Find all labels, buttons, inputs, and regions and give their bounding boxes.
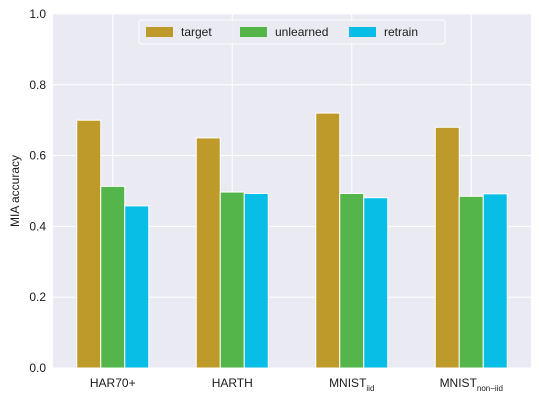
bar-target-0	[76, 119, 102, 369]
legend-label-retrain: retrain	[384, 25, 418, 39]
y-tick-label: 0.8	[29, 78, 46, 92]
bar-unlearned-2	[339, 192, 365, 369]
legend-swatch-retrain	[349, 27, 376, 37]
legend-swatch-unlearned	[240, 27, 267, 37]
bar-unlearned-0	[100, 185, 126, 369]
bar-retrain-2	[363, 197, 389, 369]
x-tick-labels: HAR70+ HARTH MNISTiid MNISTnon−iid	[90, 376, 503, 393]
x-tick-label: MNISTnon−iid	[440, 376, 503, 393]
bar-retrain-0	[124, 205, 150, 369]
bars	[76, 112, 508, 369]
legend: target unlearned retrain	[138, 19, 446, 45]
x-tick-label: HARTH	[212, 376, 253, 390]
x-tick-label: HAR70+	[90, 376, 136, 390]
legend-swatch-target	[146, 27, 173, 37]
y-tick-label: 0.4	[29, 219, 46, 233]
y-tick-labels: 0.0 0.2 0.4 0.6 0.8 1.0	[29, 7, 46, 375]
y-tick-label: 0.6	[29, 149, 46, 163]
legend-frame	[138, 19, 446, 45]
bar-target-2	[315, 112, 341, 369]
bar-target-1	[195, 137, 221, 369]
y-tick-label: 0.2	[29, 290, 46, 304]
bar-unlearned-3	[458, 195, 484, 369]
y-tick-label: 1.0	[29, 7, 46, 21]
x-tick-subscript: iid	[366, 384, 374, 393]
legend-label-unlearned: unlearned	[275, 25, 328, 39]
x-tick-main: HAR70+	[90, 376, 136, 390]
y-axis-label: MIA accuracy	[8, 155, 22, 227]
x-tick-main: MNIST	[329, 376, 367, 390]
x-tick-subscript: non−iid	[477, 384, 503, 393]
legend-label-target: target	[181, 25, 212, 39]
x-tick-label: MNISTiid	[329, 376, 374, 393]
bar-retrain-1	[243, 192, 269, 369]
x-tick-main: HARTH	[212, 376, 253, 390]
bar-unlearned-1	[219, 191, 245, 369]
y-tick-label: 0.0	[29, 361, 46, 375]
bar-target-3	[434, 126, 460, 369]
bar-retrain-3	[482, 193, 508, 369]
x-tick-main: MNIST	[440, 376, 478, 390]
